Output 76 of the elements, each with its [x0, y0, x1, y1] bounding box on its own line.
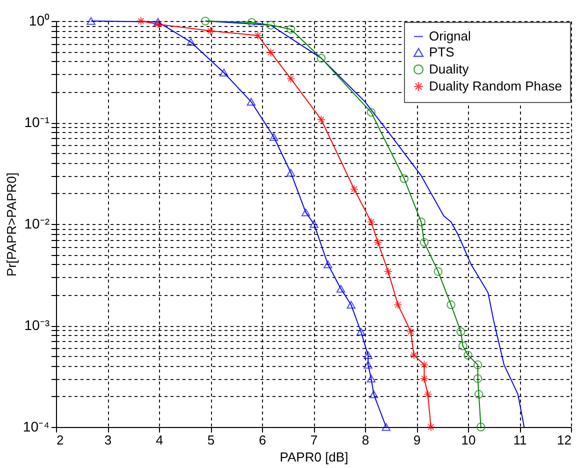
point — [286, 24, 296, 34]
x-axis-title: PAPR0 [dB] — [280, 450, 348, 464]
x-tick-label: 11 — [513, 432, 527, 448]
point — [423, 390, 432, 399]
y-tick-label: 10⁰ — [28, 12, 50, 28]
point — [474, 390, 484, 399]
legend-label: PTS — [429, 44, 455, 60]
point — [456, 327, 466, 336]
point — [136, 16, 146, 26]
point — [316, 54, 326, 63]
point — [420, 360, 429, 370]
y-tick-label: 10⁻³ — [24, 317, 50, 333]
point — [420, 238, 429, 247]
point — [434, 267, 443, 276]
point — [406, 327, 416, 336]
point — [350, 184, 359, 194]
point — [220, 68, 228, 76]
point — [356, 328, 366, 336]
point — [476, 422, 486, 432]
point — [426, 422, 436, 432]
point — [366, 217, 376, 226]
point — [364, 360, 372, 369]
point — [286, 74, 296, 84]
legend-label: Orignal — [429, 28, 472, 44]
x-tick-label: 3 — [104, 432, 112, 448]
x-tick-label: 7 — [310, 432, 318, 448]
y-tick-label: 10⁻⁴ — [22, 418, 50, 434]
point — [446, 300, 456, 310]
point — [410, 350, 418, 360]
point — [254, 31, 262, 40]
point — [154, 20, 162, 29]
point — [420, 374, 429, 383]
point — [473, 374, 482, 383]
point — [247, 18, 256, 27]
point — [464, 350, 472, 360]
point — [366, 108, 376, 117]
point — [374, 238, 382, 247]
point — [324, 260, 332, 268]
point — [364, 351, 372, 360]
x-tick-label: 8 — [362, 432, 370, 448]
x-tick-label: 12 — [557, 432, 572, 448]
point — [316, 115, 326, 124]
point — [301, 208, 310, 216]
y-tick-label: 10⁻¹ — [24, 114, 50, 130]
point — [266, 48, 276, 57]
point — [269, 133, 278, 141]
x-tick-label: 2 — [56, 432, 64, 448]
point — [206, 26, 215, 36]
x-tick-label: 9 — [413, 432, 421, 448]
point — [382, 423, 390, 431]
y-tick-label: 10⁻² — [24, 216, 50, 232]
point — [458, 342, 468, 350]
point — [369, 390, 378, 398]
x-tick-label: 10 — [461, 432, 476, 448]
point — [473, 360, 482, 370]
point — [200, 16, 210, 26]
point — [400, 174, 409, 183]
point — [310, 220, 318, 228]
legend-label: Duality Random Phase — [429, 78, 562, 94]
point — [394, 300, 402, 310]
point — [246, 98, 256, 106]
point — [346, 300, 356, 309]
point — [366, 374, 376, 382]
point — [186, 38, 196, 46]
point — [286, 168, 296, 177]
point — [266, 20, 276, 30]
x-tick-label: 6 — [258, 432, 266, 448]
point — [154, 18, 162, 26]
point — [416, 217, 426, 226]
point — [384, 267, 393, 276]
legend-label: Duality — [429, 62, 470, 76]
point — [336, 284, 346, 293]
point — [86, 17, 96, 25]
x-tick-label: 4 — [156, 432, 164, 448]
y-axis-title: Pr[PAPR>PAPR0] — [4, 172, 19, 276]
x-tick-label: 5 — [207, 432, 215, 448]
